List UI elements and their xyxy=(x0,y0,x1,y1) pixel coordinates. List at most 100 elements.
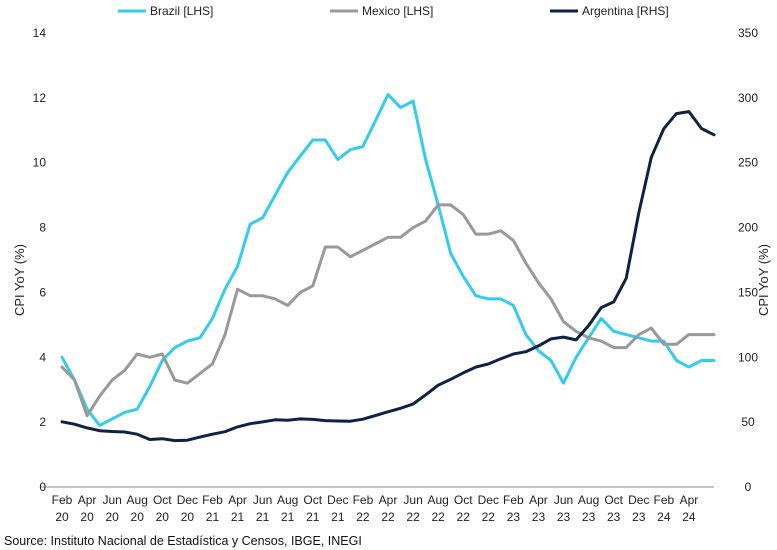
x-tick-year: 21 xyxy=(206,510,220,524)
left-tick-label: 2 xyxy=(39,415,46,429)
x-tick: Oct 23 xyxy=(604,493,623,524)
x-tick: Oct 21 xyxy=(303,493,322,524)
x-tick-month: Apr xyxy=(78,493,97,507)
right-axis-title: CPI YoY (%) xyxy=(756,244,771,316)
x-tick: Dec 21 xyxy=(327,493,348,524)
x-tick-month: Oct xyxy=(303,493,322,507)
series-lines xyxy=(60,93,716,443)
legend: Brazil [LHS] Mexico [LHS] Argentina [RHS] xyxy=(118,4,669,18)
x-tick-month: Apr xyxy=(680,493,699,507)
x-tick-month: Feb xyxy=(52,493,73,507)
x-tick-month: Dec xyxy=(327,493,348,507)
x-tick: Feb 23 xyxy=(503,493,524,524)
right-tick-label: 300 xyxy=(738,91,758,105)
x-tick: Aug 23 xyxy=(578,493,599,524)
x-tick-year: 22 xyxy=(381,510,395,524)
x-tick: Dec 22 xyxy=(478,493,499,524)
x-tick-month: Aug xyxy=(127,493,148,507)
source-label: Source: Instituto Nacional de Estadístic… xyxy=(4,534,362,548)
x-tick-year: 23 xyxy=(582,510,596,524)
left-tick-label: 0 xyxy=(39,480,46,494)
x-tick-month: Aug xyxy=(427,493,448,507)
left-tick-label: 6 xyxy=(39,285,46,299)
x-tick-year: 21 xyxy=(256,510,270,524)
x-tick-year: 20 xyxy=(55,510,69,524)
x-tick-year: 23 xyxy=(632,510,646,524)
series-line xyxy=(60,110,716,443)
x-tick: Apr 23 xyxy=(529,493,548,524)
x-tick-year: 23 xyxy=(532,510,546,524)
right-tick-label: 100 xyxy=(738,350,758,364)
right-tick-label: 50 xyxy=(741,415,755,429)
x-tick: Aug 20 xyxy=(127,493,148,524)
x-tick-year: 20 xyxy=(156,510,170,524)
x-tick-month: Dec xyxy=(478,493,499,507)
right-tick-label: 150 xyxy=(738,285,758,299)
x-tick: Feb 22 xyxy=(353,493,374,524)
legend-entry: Brazil [LHS] xyxy=(118,4,213,18)
left-axis-title: CPI YoY (%) xyxy=(12,244,27,316)
x-tick: Apr 22 xyxy=(379,493,398,524)
x-tick: Dec 20 xyxy=(177,493,198,524)
x-tick-month: Aug xyxy=(277,493,298,507)
x-tick-month: Feb xyxy=(654,493,675,507)
x-tick-month: Apr xyxy=(228,493,247,507)
x-tick: Feb 24 xyxy=(654,493,675,524)
x-tick: Oct 20 xyxy=(153,493,172,524)
x-tick-month: Feb xyxy=(353,493,374,507)
x-tick-month: Apr xyxy=(529,493,548,507)
x-tick-month: Feb xyxy=(503,493,524,507)
right-axis-ticks: 0 50 100 150 200 250 300 350 xyxy=(738,26,758,494)
left-tick-label: 8 xyxy=(39,221,46,235)
x-tick-year: 23 xyxy=(607,510,621,524)
legend-label: Mexico [LHS] xyxy=(362,4,433,18)
x-tick: Jun 20 xyxy=(102,493,121,524)
right-tick-label: 350 xyxy=(738,26,758,40)
legend-entry: Mexico [LHS] xyxy=(330,4,433,18)
x-tick-year: 23 xyxy=(507,510,521,524)
x-axis-ticks: Feb 20 Apr 20 Jun 20 Aug 20 Oct 20 Dec 20 Feb 21 Apr 21… xyxy=(52,493,699,524)
x-tick-year: 24 xyxy=(682,510,696,524)
x-tick: Oct 22 xyxy=(454,493,473,524)
x-tick: Jun 21 xyxy=(253,493,272,524)
x-tick-year: 23 xyxy=(557,510,571,524)
legend-label: Brazil [LHS] xyxy=(150,4,213,18)
x-tick-month: Oct xyxy=(604,493,623,507)
x-tick-year: 21 xyxy=(306,510,320,524)
left-tick-label: 14 xyxy=(33,26,47,40)
left-axis-ticks: 0 2 4 6 8 10 12 14 xyxy=(33,26,47,494)
x-tick: Apr 24 xyxy=(680,493,699,524)
x-tick-month: Dec xyxy=(628,493,649,507)
x-tick-month: Aug xyxy=(578,493,599,507)
x-tick-month: Jun xyxy=(554,493,573,507)
x-tick: Apr 20 xyxy=(78,493,97,524)
x-tick-year: 21 xyxy=(331,510,345,524)
x-tick-month: Jun xyxy=(102,493,121,507)
x-tick-year: 20 xyxy=(131,510,145,524)
x-tick-month: Jun xyxy=(253,493,272,507)
x-tick-month: Apr xyxy=(379,493,398,507)
series-line xyxy=(60,203,716,418)
left-tick-label: 12 xyxy=(33,91,47,105)
right-tick-label: 0 xyxy=(745,480,752,494)
x-tick-year: 22 xyxy=(457,510,471,524)
x-tick: Feb 21 xyxy=(202,493,223,524)
x-tick-year: 22 xyxy=(482,510,496,524)
right-tick-label: 250 xyxy=(738,156,758,170)
x-tick-year: 20 xyxy=(181,510,195,524)
x-tick-year: 20 xyxy=(105,510,119,524)
x-tick: Dec 23 xyxy=(628,493,649,524)
x-tick-year: 21 xyxy=(281,510,295,524)
x-tick: Aug 21 xyxy=(277,493,298,524)
legend-entry: Argentina [RHS] xyxy=(550,4,669,18)
x-tick-month: Oct xyxy=(153,493,172,507)
x-tick-month: Jun xyxy=(403,493,422,507)
x-tick: Apr 21 xyxy=(228,493,247,524)
x-tick: Feb 20 xyxy=(52,493,73,524)
x-tick-month: Dec xyxy=(177,493,198,507)
x-tick-year: 20 xyxy=(80,510,94,524)
x-tick-month: Oct xyxy=(454,493,473,507)
axes: CPI YoY (%) CPI YoY (%) xyxy=(12,244,771,488)
